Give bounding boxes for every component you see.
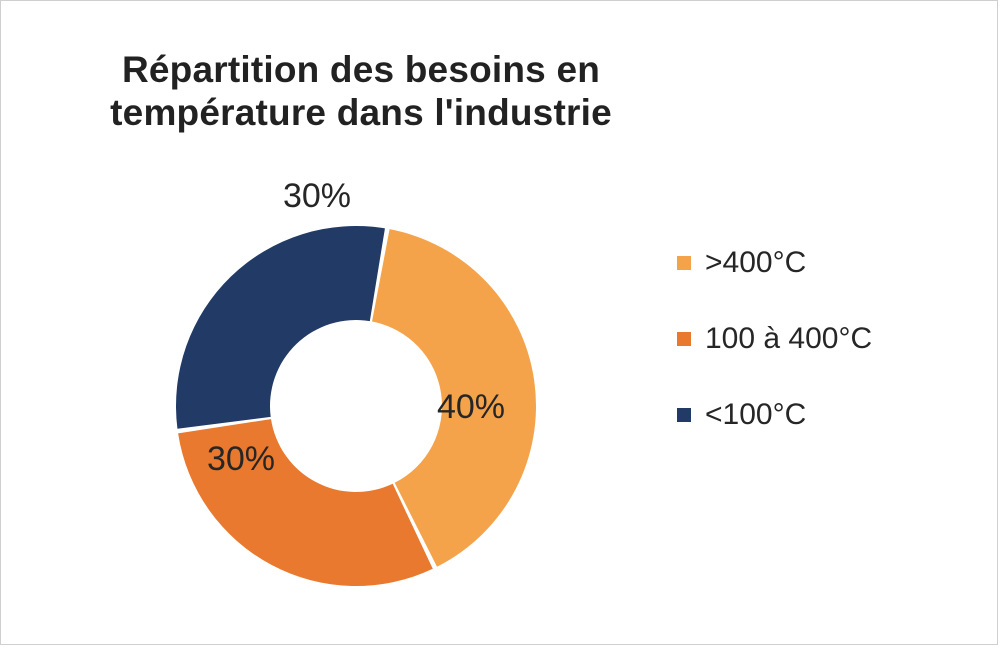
legend-item-0: >400°C — [677, 246, 957, 280]
data-label-0: 40% — [421, 388, 521, 427]
chart-frame: Répartition des besoins en température d… — [0, 0, 998, 645]
legend-label-1: 100 à 400°C — [705, 322, 872, 356]
legend-item-1: 100 à 400°C — [677, 322, 957, 356]
legend: >400°C 100 à 400°C <100°C — [677, 246, 957, 474]
legend-label-0: >400°C — [705, 246, 806, 280]
legend-label-2: <100°C — [705, 398, 806, 432]
legend-swatch-2 — [677, 408, 691, 422]
data-label-2: 30% — [267, 177, 367, 216]
legend-item-2: <100°C — [677, 398, 957, 432]
donut-slice-2 — [176, 226, 385, 429]
legend-swatch-0 — [677, 256, 691, 270]
data-label-1: 30% — [191, 440, 291, 479]
legend-swatch-1 — [677, 332, 691, 346]
